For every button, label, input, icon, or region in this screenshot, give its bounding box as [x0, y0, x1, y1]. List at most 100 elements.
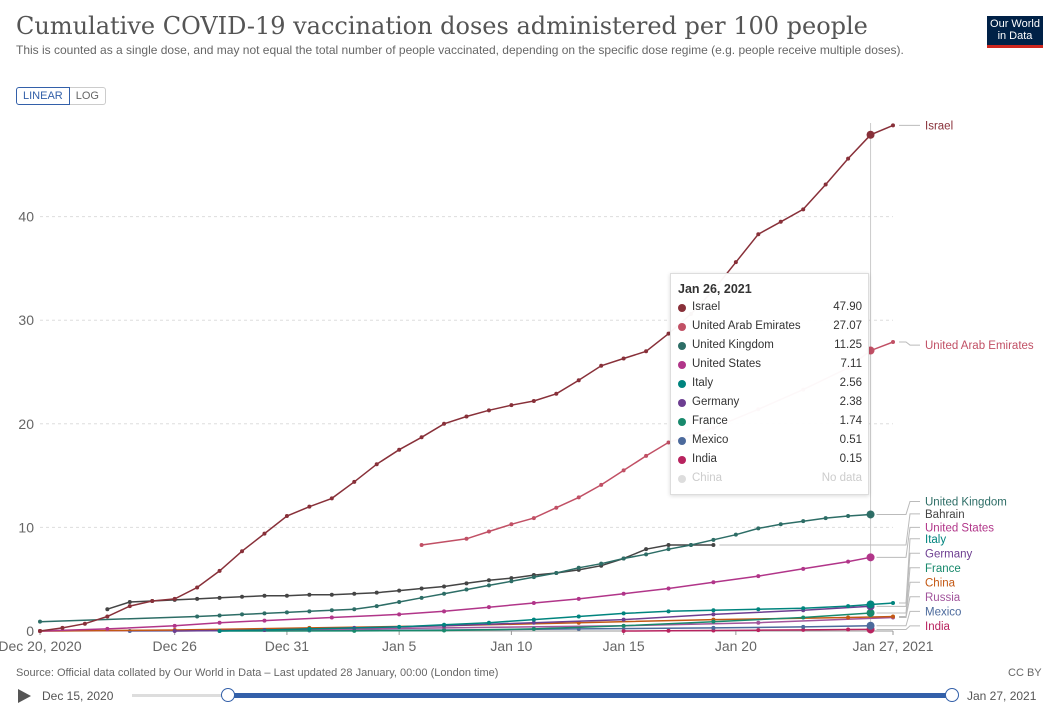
data-point [846, 156, 851, 161]
timeline: Dec 15, 2020 Jan 27, 2021 [0, 684, 1059, 708]
play-icon[interactable] [18, 689, 31, 703]
data-point [195, 596, 200, 601]
data-point [531, 626, 536, 631]
tooltip-value: 27.07 [833, 320, 862, 332]
data-point [38, 629, 42, 633]
data-point [262, 593, 267, 598]
tooltip-row: Italy 2.56 [678, 376, 862, 392]
series-label: Mexico [925, 606, 961, 618]
data-point [486, 578, 491, 583]
data-point [442, 591, 447, 596]
data-point [644, 552, 649, 557]
data-point [352, 591, 357, 596]
x-tick-label: Jan 5 [382, 638, 416, 654]
tooltip-value: 47.90 [833, 301, 862, 313]
data-point [554, 570, 559, 575]
label-connector [719, 513, 920, 546]
data-point [127, 599, 132, 604]
data-point [801, 615, 806, 620]
data-point [666, 547, 671, 552]
label-connector [876, 526, 920, 558]
label-connector [899, 341, 920, 346]
x-tick-label: Jan 20 [715, 638, 757, 654]
x-tick-label: Jan 27, 2021 [853, 638, 934, 654]
label-connector [876, 567, 920, 614]
data-point [262, 531, 267, 536]
data-point [352, 607, 357, 612]
tooltip-country: United Kingdom [692, 339, 774, 351]
tooltip-row: India 0.15 [678, 452, 862, 468]
series-label: France [925, 563, 961, 575]
tooltip-swatch [678, 304, 686, 312]
logo-line-1: Our World [990, 18, 1040, 30]
data-point [621, 356, 626, 361]
line-chart[interactable]: 0 10 20 30 40 Dec 20, 2020 Dec 26 Dec 31 Jan 5 Ja… [0, 0, 1059, 665]
data-point [531, 399, 536, 404]
data-point [576, 378, 581, 383]
tooltip-country: China [692, 472, 723, 484]
x-tick-label: Jan 15 [603, 638, 645, 654]
data-point [866, 600, 875, 609]
label-connector [876, 501, 920, 515]
data-point [307, 504, 312, 509]
data-point [621, 623, 626, 628]
tooltip-country: United States [692, 358, 762, 370]
data-point [60, 625, 65, 630]
data-point [509, 403, 514, 408]
data-point [486, 408, 491, 413]
data-point [778, 219, 783, 224]
data-point [486, 583, 491, 588]
x-tick-label: Dec 20, 2020 [0, 638, 82, 654]
linear-scale-button[interactable]: LINEAR [16, 87, 70, 105]
data-point [442, 628, 447, 633]
tooltip-row: France 1.74 [678, 414, 862, 430]
tooltip-swatch [678, 361, 686, 369]
data-point [866, 553, 875, 562]
timeline-start-handle[interactable] [221, 688, 235, 702]
timeline-end-handle[interactable] [945, 688, 959, 702]
data-point [823, 182, 828, 187]
data-point [666, 440, 671, 445]
timeline-start-label: Dec 15, 2020 [42, 689, 114, 703]
data-point [419, 435, 424, 440]
data-point [666, 609, 671, 614]
data-point [733, 260, 738, 265]
data-point [688, 543, 693, 548]
tooltip-date: Jan 26, 2021 [678, 282, 752, 296]
data-point [891, 339, 895, 344]
series-label: China [925, 577, 956, 589]
tooltip-value: No data [821, 472, 862, 484]
data-point [576, 614, 581, 619]
data-point [464, 587, 469, 592]
data-point [666, 628, 671, 633]
owid-logo[interactable]: Our World in Data [987, 16, 1043, 48]
chart-subtitle: This is counted as a single dose, and ma… [16, 43, 904, 57]
timeline-selected-range[interactable] [227, 693, 952, 698]
tooltip-value: 0.15 [839, 453, 862, 465]
data-point [172, 596, 177, 601]
series-label: United Arab Emirates [925, 340, 1034, 352]
license-link[interactable]: CC BY [1008, 667, 1042, 679]
series-label: Bahrain [925, 509, 965, 521]
tooltip-swatch [678, 418, 686, 426]
data-point [240, 594, 245, 599]
data-point [801, 624, 806, 629]
log-scale-button[interactable]: LOG [69, 87, 106, 105]
data-point [801, 606, 806, 611]
y-tick-label: 10 [18, 519, 34, 535]
data-point [329, 592, 334, 597]
tooltip-value: 7.11 [840, 358, 862, 370]
data-point [105, 607, 110, 612]
data-point [38, 619, 42, 624]
data-point [666, 543, 671, 548]
data-point [756, 607, 761, 612]
data-point [105, 626, 110, 631]
series-label: Italy [925, 534, 946, 546]
tooltip-country: India [692, 453, 717, 465]
data-point [711, 580, 716, 585]
data-point [576, 495, 581, 500]
x-tick-label: Jan 10 [490, 638, 532, 654]
data-point [756, 628, 761, 633]
data-point [531, 601, 536, 606]
data-point [801, 519, 806, 524]
